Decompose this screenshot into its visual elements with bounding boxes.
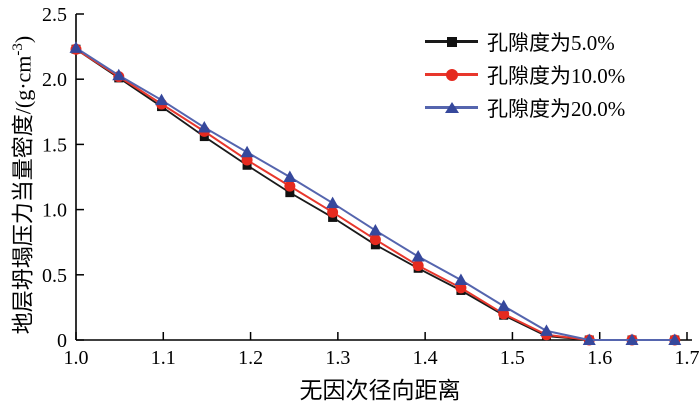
triangle-marker-icon (668, 333, 682, 345)
y-axis-label-main: 地层坍塌压力当量密度/(g·cm (10, 55, 36, 335)
x-tick-label: 1.0 (64, 347, 89, 369)
y-axis-label-superscript: -3 (10, 43, 26, 56)
triangle-marker-icon (444, 101, 459, 113)
y-tick-label: 1.0 (42, 200, 67, 222)
y-tick-label: 0 (57, 330, 67, 352)
legend-sample-porosity-20 (425, 91, 478, 124)
triangle-marker-icon (326, 196, 340, 209)
circle-marker-icon (445, 68, 458, 81)
circle-marker-icon (327, 206, 339, 218)
triangle-marker-icon (539, 324, 553, 336)
triangle-marker-icon (625, 333, 639, 345)
y-tick-label: 2.0 (42, 69, 67, 91)
legend-item-porosity-20: 孔隙度为20.0% (425, 91, 625, 124)
legend-sample-porosity-5 (425, 25, 478, 58)
y-axis-label-close: ) (10, 35, 36, 44)
legend-label-porosity-10: 孔隙度为10.0% (487, 63, 626, 88)
circle-marker-icon (455, 282, 467, 294)
y-tick-label: 1.5 (42, 134, 67, 156)
y-tick-label: 2.5 (42, 4, 67, 26)
triangle-marker-icon (368, 223, 382, 236)
x-tick-label: 1.3 (325, 347, 350, 369)
y-axis-label: 地层坍塌压力当量密度/(g·cm-3) (3, 15, 36, 355)
triangle-marker-icon (69, 41, 83, 53)
circle-marker-icon (369, 234, 381, 246)
circle-marker-icon (412, 260, 424, 272)
triangle-marker-icon (454, 273, 468, 286)
legend-item-porosity-10: 孔隙度为10.0% (425, 58, 625, 91)
x-tick-label: 1.6 (587, 347, 612, 369)
x-tick-label: 1.7 (675, 347, 700, 369)
legend: 孔隙度为5.0% 孔隙度为10.0% 孔隙度为20.0% (425, 25, 625, 124)
x-tick-label: 1.1 (151, 347, 176, 369)
triangle-marker-icon (497, 299, 511, 312)
legend-item-porosity-5: 孔隙度为5.0% (425, 25, 625, 58)
legend-label-porosity-5: 孔隙度为5.0% (487, 30, 615, 55)
x-tick-label: 1.4 (413, 347, 438, 369)
triangle-marker-icon (411, 250, 425, 262)
triangle-marker-icon (112, 68, 126, 81)
triangle-marker-icon (197, 120, 211, 133)
x-tick-label: 1.5 (500, 347, 525, 369)
square-marker-icon (285, 188, 295, 198)
legend-sample-porosity-10 (425, 58, 478, 91)
square-marker-icon (446, 36, 457, 47)
triangle-marker-icon (582, 333, 596, 345)
x-tick-label: 1.2 (238, 347, 263, 369)
triangle-marker-icon (283, 170, 297, 182)
x-axis-label: 无因次径向距离 (299, 378, 461, 403)
triangle-marker-icon (240, 145, 254, 158)
circle-marker-icon (498, 308, 510, 320)
legend-label-porosity-20: 孔隙度为20.0% (487, 96, 626, 121)
y-tick-label: 0.5 (42, 265, 67, 287)
triangle-marker-icon (155, 93, 169, 106)
circle-marker-icon (241, 154, 253, 166)
circle-marker-icon (284, 180, 296, 192)
